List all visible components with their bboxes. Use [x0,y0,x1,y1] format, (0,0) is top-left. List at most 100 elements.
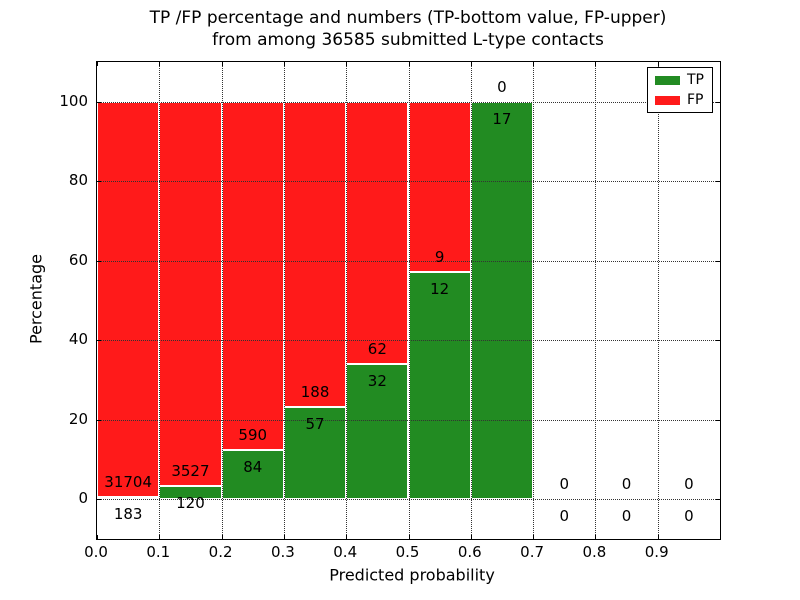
fp-count-label: 590 [238,425,268,444]
x-tick-label: 0.9 [644,543,669,561]
legend-label-tp: TP [687,72,704,88]
vertical-gridline [408,62,410,539]
fp-bar-segment [346,101,409,364]
tp-bar-segment [470,101,534,500]
vertical-gridline [283,62,285,539]
x-tick-mark [408,535,410,539]
x-tick-label: 0.4 [333,543,358,561]
fp-color-swatch [655,95,680,105]
tp-count-label: 0 [559,507,570,526]
tp-count-label: 57 [305,414,325,433]
y-tick-label: 100 [59,91,88,110]
fp-bar-segment [221,101,284,450]
chart-title-line1: TP /FP percentage and numbers (TP-bottom… [149,8,667,28]
legend: TP FP [647,67,713,113]
y-tick-mark [716,181,720,183]
tp-color-swatch [655,75,680,85]
tp-count-label: 183 [113,504,143,523]
x-tick-mark [346,535,348,539]
y-tick-mark [716,499,720,501]
y-tick-mark [97,181,101,183]
y-tick-mark [716,419,720,421]
fp-count-label: 188 [300,382,330,401]
vertical-gridline [221,62,223,539]
x-tick-mark [470,535,472,539]
fp-count-label: 31704 [104,472,152,491]
x-tick-mark [159,62,161,66]
horizontal-gridline [97,419,720,421]
tp-count-label: 0 [684,507,694,526]
tp-count-label: 17 [492,109,512,128]
horizontal-gridline [97,101,720,103]
legend-entry-tp: TP [648,73,712,87]
fp-count-label: 3527 [171,462,210,481]
x-tick-label: 0.6 [457,543,482,561]
x-tick-mark [346,62,348,66]
fp-bar-segment [408,101,471,273]
y-tick-mark [716,101,720,103]
x-tick-mark [408,62,410,66]
tp-count-label: 0 [621,507,632,526]
y-tick-label: 40 [68,330,88,349]
y-tick-label: 20 [68,409,88,428]
vertical-gridline [533,62,535,539]
tp-bar-segment [221,449,284,500]
fp-count-label: 0 [621,475,632,494]
vertical-gridline [159,62,161,539]
y-tick-mark [97,260,101,262]
tp-count-label: 120 [176,494,205,513]
y-tick-label: 0 [78,489,88,508]
x-tick-mark [221,62,223,66]
vertical-gridline [595,62,597,539]
vertical-gridline [346,62,348,539]
fp-count-label: 0 [497,77,507,96]
x-tick-mark [533,535,535,539]
horizontal-gridline [97,260,720,262]
horizontal-gridline [97,340,720,342]
x-tick-mark [283,62,285,66]
horizontal-gridline [97,499,720,501]
vertical-gridline [470,62,472,539]
x-tick-label: 0.2 [208,543,233,561]
x-tick-label: 0.8 [582,543,607,561]
x-tick-mark [657,62,659,66]
fp-bar-segment [159,101,222,487]
y-tick-mark [716,260,720,262]
vertical-gridline [657,62,659,539]
chart-title-line2: from among 36585 submitted L-type contac… [212,30,604,50]
y-tick-mark [97,499,101,501]
x-tick-mark [657,535,659,539]
tp-bar-segment [408,272,471,500]
x-tick-label: 0.3 [270,543,295,561]
x-tick-mark [97,62,98,66]
x-tick-mark [159,535,161,539]
fp-bar-segment [97,101,160,497]
x-tick-label: 0.5 [395,543,420,561]
y-tick-label: 80 [68,171,88,190]
tp-bar-segment [97,496,160,500]
chart-title: TP /FP percentage and numbers (TP-bottom… [150,7,667,51]
legend-label-fp: FP [687,92,704,108]
plot-area: TP FP 31704 183 3527 120 590 84 188 57 62 32 9 12 0 1… [96,61,721,540]
fp-count-label: 0 [684,475,694,494]
x-tick-mark [470,62,472,66]
x-tick-mark [221,535,223,539]
x-tick-mark [533,62,535,66]
x-tick-mark [283,535,285,539]
tp-count-label: 12 [430,280,450,299]
fp-count-label: 9 [434,248,445,267]
y-tick-label: 60 [68,250,88,269]
fp-count-label: 62 [367,339,387,358]
fp-count-label: 0 [559,475,570,494]
x-tick-mark [595,62,597,66]
x-tick-mark [97,535,98,539]
tp-count-label: 32 [367,371,387,390]
y-tick-mark [716,340,720,342]
y-tick-mark [97,340,101,342]
x-axis-label: Predicted probability [329,565,495,585]
tp-count-label: 84 [243,457,263,476]
tp-bar-segment [283,406,347,500]
legend-entry-fp: FP [648,93,712,107]
y-tick-mark [97,101,101,103]
